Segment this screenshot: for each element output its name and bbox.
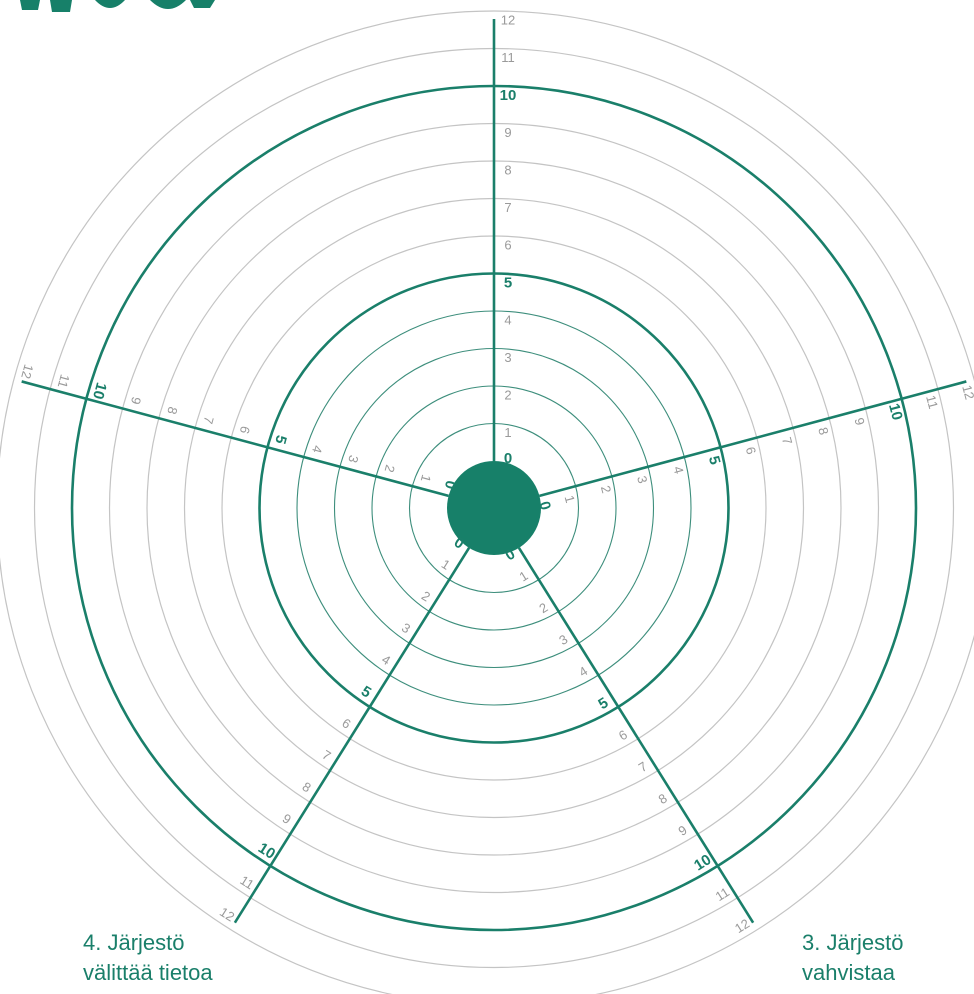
axis-4-label-11: 11 [237, 873, 256, 893]
axis-2-label-1: 1 [562, 494, 578, 505]
axis-5-label-1: 1 [418, 473, 434, 484]
axis-4-label-4: 4 [379, 652, 393, 669]
axis-5-label-11: 11 [55, 373, 73, 390]
center-hub [447, 461, 541, 555]
axis-4-label-3: 3 [399, 620, 413, 637]
axis-4-label-2: 2 [419, 588, 433, 605]
axis-5-label-9: 9 [128, 395, 144, 406]
axis-1-label-2: 2 [504, 387, 511, 402]
axis-line-2 [539, 380, 967, 498]
axis-2-label-12: 12 [959, 383, 974, 401]
axis-1-label-4: 4 [504, 312, 511, 327]
axis-4-label-1: 1 [439, 556, 453, 573]
axis-3-label-12: 12 [732, 916, 752, 936]
axis-5-label-5: 5 [271, 433, 290, 445]
axis-5-label-6: 6 [237, 424, 253, 435]
axis-3-label-7: 7 [636, 759, 650, 776]
axis-1-label-10: 10 [500, 87, 517, 104]
axis-3-label-8: 8 [656, 790, 670, 807]
axis-1-label-7: 7 [504, 200, 511, 215]
axis-1-label-8: 8 [504, 162, 511, 177]
ring-12 [0, 10, 974, 994]
axis-2-label-7: 7 [779, 435, 795, 446]
axis-3-label-1: 1 [517, 568, 531, 585]
axis-3-label-6: 6 [616, 727, 630, 744]
axis-4-label-9: 9 [280, 811, 294, 828]
axis-2-label-8: 8 [815, 426, 831, 437]
axis-title-3: 3. Järjestö vahvistaa [802, 930, 904, 985]
axis-2-label-2: 2 [598, 484, 614, 495]
axis-4-label-8: 8 [300, 779, 314, 796]
axis-5-label-8: 8 [164, 405, 180, 416]
axis-1-label-12: 12 [501, 12, 515, 27]
axis-2-label-4: 4 [670, 464, 686, 475]
axis-lines [21, 19, 967, 924]
axis-3-label-10: 10 [691, 851, 714, 874]
axis-2-label-11: 11 [923, 394, 941, 411]
axis-5-label-7: 7 [200, 415, 216, 426]
axis-3-label-3: 3 [556, 631, 570, 648]
axis-4-label-5: 5 [358, 683, 374, 702]
axis-1-label-11: 11 [501, 50, 515, 65]
axis-2-label-10: 10 [885, 402, 906, 423]
axis-5-label-3: 3 [345, 454, 361, 465]
axis-4-label-6: 6 [339, 715, 353, 732]
axis-4-label-7: 7 [320, 747, 334, 764]
axis-title-4: 4. Järjestö välittää tietoa [83, 930, 213, 985]
axis-4-label-10: 10 [255, 840, 278, 863]
axis-2-label-9: 9 [851, 416, 867, 427]
axis-1-label-6: 6 [504, 237, 511, 252]
axis-5-label-10: 10 [89, 381, 110, 402]
axis-1-label-3: 3 [504, 350, 511, 365]
axis-4-label-12: 12 [217, 904, 237, 924]
axis-1-label-1: 1 [504, 425, 511, 440]
axis-2-label-3: 3 [634, 474, 650, 485]
axis-5-label-2: 2 [382, 463, 398, 474]
axis-3-label-9: 9 [676, 822, 690, 839]
logo-fragment [20, 0, 215, 12]
axis-2-label-5: 5 [705, 454, 724, 466]
axis-3-label-2: 2 [536, 600, 550, 617]
axis-5-label-12: 12 [18, 363, 36, 381]
axis-5-label-4: 4 [309, 444, 325, 455]
axis-line-5 [21, 380, 449, 498]
axis-3-label-11: 11 [713, 884, 732, 904]
axis-1-label-0: 0 [504, 450, 512, 467]
axis-line-3 [517, 547, 755, 924]
axis-3-label-5: 5 [595, 694, 611, 713]
axis-1-label-9: 9 [504, 125, 511, 140]
axis-3-label-4: 4 [576, 663, 590, 680]
axis-line-4 [233, 547, 471, 924]
axis-1-label-5: 5 [504, 274, 512, 291]
axis-2-label-6: 6 [743, 445, 759, 456]
